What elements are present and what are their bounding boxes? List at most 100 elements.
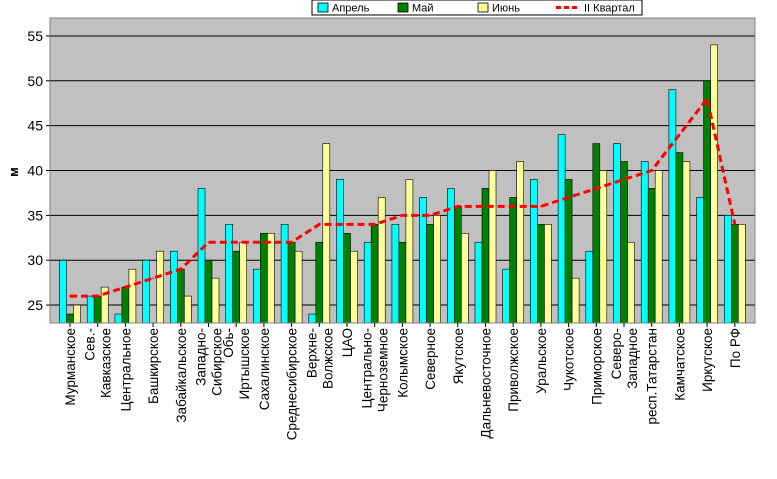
bar-Июнь-8 — [294, 250, 303, 324]
bar-Май-6 — [232, 250, 240, 324]
y-tick-label-25: 25 — [27, 297, 43, 313]
line-point-24 — [734, 223, 736, 226]
bar-Апрель-24 — [723, 215, 732, 324]
line-point-8 — [290, 241, 293, 244]
bar-Июнь-6 — [239, 241, 247, 324]
line-point-23 — [706, 97, 708, 100]
x-label-7-0: Сахалинское — [257, 328, 272, 410]
line-point-2 — [124, 286, 127, 288]
y-tick-label-30: 30 — [27, 252, 43, 268]
bar-Апрель-6 — [225, 224, 233, 324]
x-label-9-0: Верхне- — [304, 328, 319, 378]
bar-Май-21 — [647, 188, 656, 324]
y-tick-label-50: 50 — [27, 73, 43, 89]
bar-Май-9 — [315, 241, 324, 324]
legend-swatch-0 — [317, 2, 329, 13]
bar-Май-12 — [398, 241, 407, 324]
legend-swatch-1 — [397, 2, 409, 13]
legend-swatch-2 — [477, 2, 489, 13]
line-point-22 — [678, 133, 681, 136]
bar-Июнь-17 — [544, 224, 552, 324]
line-point-18 — [567, 196, 570, 199]
bar-Июнь-20 — [627, 241, 635, 324]
x-label-8-0: Среднесибирское — [285, 328, 300, 440]
line-point-19 — [595, 187, 598, 190]
y-tick-label-55: 55 — [27, 28, 43, 44]
bar-Июнь-18 — [571, 277, 580, 324]
line-point-5 — [207, 241, 210, 244]
bar-Апрель-15 — [474, 241, 483, 324]
x-axis: Мурманское Сев.- Кавказское Центральное Башк… — [63, 323, 743, 440]
x-label-6-0: Обь- — [221, 328, 236, 358]
bar-Апрель-10 — [336, 179, 344, 324]
x-label-16-0: Приволжское — [506, 328, 521, 412]
bar-Июнь-22 — [682, 161, 691, 324]
line-point-1 — [96, 295, 99, 297]
bar-Апрель-4 — [170, 250, 178, 324]
bar-Май-2 — [121, 286, 130, 324]
bar-Апрель-22 — [668, 89, 677, 324]
bar-Май-10 — [343, 232, 351, 324]
bar-Май-13 — [426, 224, 434, 324]
bar-Июнь-2 — [128, 268, 137, 324]
x-label-5-1: Сибирское — [210, 328, 225, 396]
line-point-6 — [235, 241, 237, 244]
bar-Апрель-19 — [585, 250, 594, 324]
bar-Июнь-13 — [433, 215, 441, 324]
x-label-6-1: Иртышское — [237, 328, 252, 399]
x-label-3-0: Башкирское — [146, 328, 161, 404]
x-label-1-1: Кавказское — [99, 328, 114, 398]
bar-Июнь-11 — [377, 197, 386, 324]
legend-label-1: Май — [412, 3, 434, 15]
bar-Май-7 — [260, 232, 268, 324]
x-label-4-0: Забайкальское — [174, 328, 189, 423]
bar-Июнь-14 — [460, 232, 469, 324]
bar-Апрель-17 — [530, 179, 538, 324]
bar-Апрель-2 — [114, 313, 123, 324]
line-point-16 — [512, 205, 514, 208]
line-point-11 — [373, 223, 376, 226]
line-point-21 — [650, 169, 653, 172]
bar-Апрель-7 — [253, 268, 261, 324]
bar-Июнь-24 — [737, 224, 746, 324]
bar-Май-11 — [370, 224, 379, 324]
bar-Апрель-23 — [696, 197, 704, 324]
x-label-14-0: Якутское — [451, 328, 466, 384]
bar-Июнь-12 — [405, 179, 414, 324]
x-label-9-1: Волжское — [320, 328, 335, 389]
x-label-21-0: респ.Татарстан — [645, 328, 660, 424]
x-label-17-0: Уральское — [534, 328, 549, 394]
bar-Май-14 — [453, 206, 462, 324]
y-tick-label-35: 35 — [27, 207, 43, 223]
bar-Апрель-16 — [502, 268, 511, 324]
x-label-11-1: Черноземное — [376, 328, 391, 412]
bar-Апрель-11 — [363, 241, 372, 324]
bar-Июнь-9 — [322, 143, 331, 324]
bar-Май-0 — [66, 313, 74, 324]
line-point-20 — [623, 178, 625, 181]
bar-Май-23 — [703, 80, 711, 324]
bar-Май-1 — [93, 295, 102, 324]
bar-Май-18 — [564, 179, 573, 324]
bar-Май-19 — [592, 143, 601, 324]
x-label-1-0: Сев.- — [83, 328, 98, 361]
bar-Май-22 — [675, 152, 684, 324]
x-label-2-0: Центральное — [118, 328, 133, 412]
x-label-20-1: Западное — [625, 328, 640, 389]
x-label-24-0: По РФ — [728, 328, 743, 368]
y-tick-label-45: 45 — [27, 118, 43, 134]
bar-Июнь-0 — [73, 304, 81, 324]
bar-Май-17 — [537, 224, 545, 324]
x-label-12-0: Колымское — [395, 328, 410, 398]
x-label-0-0: Мурманское — [63, 328, 78, 406]
line-point-13 — [429, 214, 431, 217]
line-marks — [69, 95, 737, 298]
bar-Июнь-21 — [654, 170, 663, 324]
legend-box — [311, 0, 643, 16]
line-point-0 — [69, 295, 71, 297]
bar-Апрель-1 — [86, 295, 95, 324]
line-point-3 — [152, 277, 154, 279]
bar-marks — [59, 44, 746, 324]
bar-Апрель-18 — [557, 134, 566, 324]
